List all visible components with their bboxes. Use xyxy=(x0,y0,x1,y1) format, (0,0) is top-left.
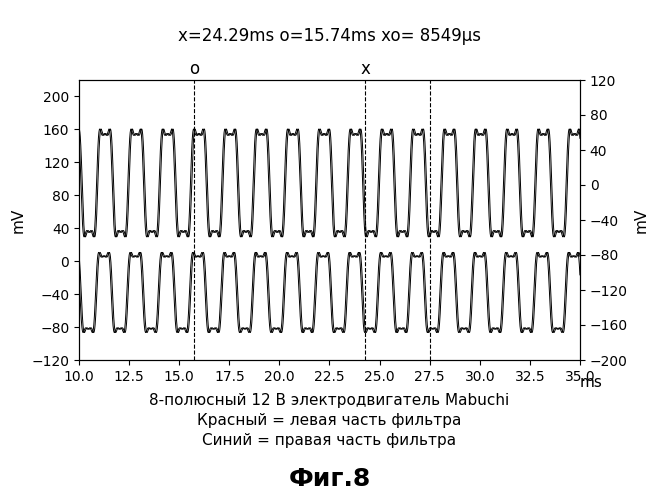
Text: Синий = правая часть фильтра: Синий = правая часть фильтра xyxy=(202,432,457,448)
Text: Фиг.8: Фиг.8 xyxy=(289,467,370,491)
Y-axis label: mV: mV xyxy=(633,208,648,233)
Text: Красный = левая часть фильтра: Красный = левая часть фильтра xyxy=(197,412,462,428)
Text: x: x xyxy=(360,60,370,78)
Text: ms: ms xyxy=(580,375,603,390)
Title: x=24.29ms o=15.74ms xo= 8549μs: x=24.29ms o=15.74ms xo= 8549μs xyxy=(178,27,481,45)
Text: o: o xyxy=(189,60,199,78)
Text: 8-полюсный 12 В электродвигатель Mabuchi: 8-полюсный 12 В электродвигатель Mabuchi xyxy=(150,392,509,407)
Y-axis label: mV: mV xyxy=(11,208,26,233)
